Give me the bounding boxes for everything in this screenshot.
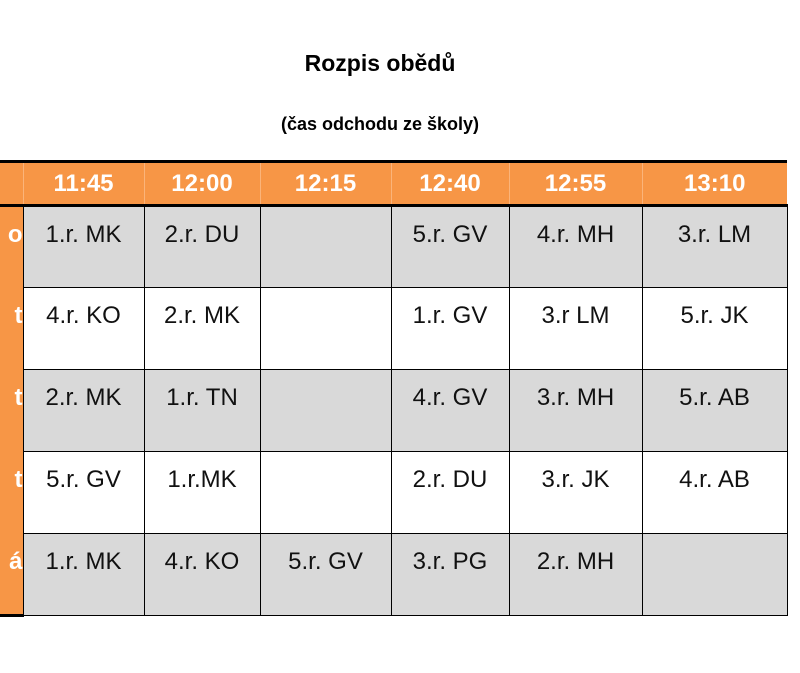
header-row: 11:45 12:00 12:15 12:40 12:55 13:10 [0,160,787,207]
schedule-cell: 4.r. KO [22,287,145,370]
schedule-cell: 2.r. MK [22,369,145,452]
table-row: o 1.r. MK 2.r. DU 5.r. GV 4.r. MH 3.r. LM [0,205,788,288]
schedule-cell: 1.r. MK [22,533,145,616]
page-subtitle: (čas odchodu ze školy) [280,114,480,134]
schedule-cell: 1.r. TN [143,369,261,452]
schedule-cell [259,369,392,452]
table-row: t 4.r. KO 2.r. MK 1.r. GV 3.r LM 5.r. JK [0,287,788,370]
schedule-cell: 2.r. MH [508,533,643,616]
day-label: t [0,451,23,534]
page-title: Rozpis obědů [304,50,456,76]
schedule-cell: 5.r. GV [22,451,145,534]
table-row: t 2.r. MK 1.r. TN 4.r. GV 3.r. MH 5.r. AB [0,369,788,452]
day-label: t [0,287,23,370]
schedule-cell: 4.r. AB [641,451,788,534]
time-header: 12:55 [508,160,642,207]
schedule-cell: 2.r. MK [143,287,261,370]
schedule-cell: 3.r. JK [508,451,643,534]
schedule-cell: 3.r LM [508,287,643,370]
schedule-cell: 1.r.MK [143,451,261,534]
day-label: t [0,369,23,452]
schedule-cell: 5.r. GV [390,205,510,288]
time-header: 12:15 [259,160,391,207]
time-header: 11:45 [22,160,144,207]
day-label: á [0,533,23,617]
table-row: á 1.r. MK 4.r. KO 5.r. GV 3.r. PG 2.r. MH [0,533,788,617]
time-header: 13:10 [641,160,787,207]
schedule-cell: 3.r. MH [508,369,643,452]
schedule-cell: 5.r. JK [641,287,788,370]
schedule-cell: 5.r. AB [641,369,788,452]
schedule-cell: 4.r. MH [508,205,643,288]
schedule-cell [259,451,392,534]
schedule-cell: 4.r. KO [143,533,261,616]
schedule-cell: 5.r. GV [259,533,392,616]
day-header [0,160,23,207]
table-row: t 5.r. GV 1.r.MK 2.r. DU 3.r. JK 4.r. AB [0,451,788,534]
time-header: 12:40 [390,160,509,207]
schedule-cell: 3.r. PG [390,533,510,616]
schedule-cell: 4.r. GV [390,369,510,452]
schedule-cell: 3.r. LM [641,205,788,288]
schedule-cell [259,205,392,288]
time-header: 12:00 [143,160,260,207]
schedule-cell: 1.r. MK [22,205,145,288]
schedule-cell: 1.r. GV [390,287,510,370]
day-label: o [0,205,23,288]
lunch-schedule-table: 11:45 12:00 12:15 12:40 12:55 13:10 o 1.r… [0,160,788,617]
schedule-cell: 2.r. DU [390,451,510,534]
schedule-cell [641,533,788,616]
schedule-cell [259,287,392,370]
schedule-cell: 2.r. DU [143,205,261,288]
